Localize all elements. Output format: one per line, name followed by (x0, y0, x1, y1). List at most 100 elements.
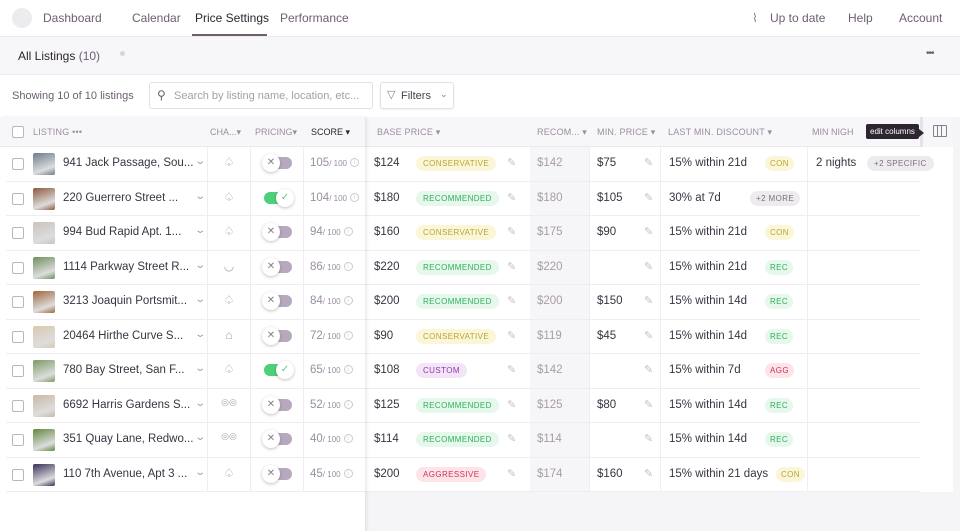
listing-name[interactable]: 110 7th Avenue, Apt 3 ... (63, 467, 188, 480)
pricing-toggle[interactable]: ✕ (262, 430, 292, 448)
strategy-badge[interactable]: RECOMMENDED (416, 190, 499, 206)
edit-pencil-icon[interactable]: ✎ (507, 191, 517, 204)
table-row[interactable]: 994 Bud Rapid Apt. 1... ⌄ ♤ ✕ 94/ 100 i (6, 216, 365, 251)
row-checkbox[interactable] (12, 330, 24, 343)
strategy-badge[interactable]: AGGRESSIVE (416, 466, 487, 482)
expand-chevron-icon[interactable]: ⌄ (194, 328, 207, 340)
edit-columns-button[interactable] (920, 117, 953, 147)
pricing-toggle[interactable]: ✓ (264, 188, 294, 207)
info-icon[interactable]: i (343, 330, 353, 340)
info-icon[interactable]: i (343, 296, 353, 306)
edit-pencil-icon[interactable]: ✎ (644, 191, 654, 204)
row-checkbox[interactable] (12, 192, 24, 205)
base-price[interactable]: $160 (374, 226, 400, 238)
strategy-badge[interactable]: RECOMMENDED (416, 432, 499, 447)
strategy-badge[interactable]: RECOMMENDED (416, 294, 499, 309)
edit-pencil-icon[interactable]: ✎ (644, 364, 654, 376)
strategy-badge[interactable]: CONSERVATIVE (416, 328, 497, 344)
base-price[interactable]: $220 (374, 260, 400, 273)
row-checkbox[interactable] (12, 434, 24, 446)
nav-price-settings[interactable]: Price Settings (195, 11, 270, 25)
min-nights[interactable]: 2 nights (816, 157, 857, 169)
edit-pencil-icon[interactable]: ✎ (507, 226, 517, 238)
edit-pencil-icon[interactable]: ✎ (644, 467, 654, 480)
base-price[interactable]: $180 (374, 191, 400, 204)
col-recommended[interactable]: RECOM... ▾ (537, 127, 588, 137)
listing-name[interactable]: 351 Quay Lane, Redwo... (63, 433, 194, 445)
base-price[interactable]: $200 (374, 295, 400, 307)
last-min-discount[interactable]: 15% within 21d (669, 226, 747, 238)
help-link[interactable]: Help (848, 11, 873, 25)
edit-pencil-icon[interactable]: ✎ (644, 157, 654, 169)
pricing-toggle[interactable]: ✕ (262, 223, 292, 241)
min-price[interactable]: $75 (597, 157, 617, 169)
pricing-toggle[interactable]: ✕ (262, 395, 292, 414)
edit-pencil-icon[interactable]: ✎ (644, 398, 654, 411)
expand-chevron-icon[interactable]: ⌄ (194, 190, 207, 202)
last-min-discount[interactable]: 15% within 14d (669, 329, 747, 342)
account-link[interactable]: Account (899, 11, 943, 25)
col-min-nights[interactable]: MIN NIGH (812, 127, 854, 137)
min-price[interactable]: $80 (597, 398, 617, 411)
row-checkbox[interactable] (12, 158, 24, 170)
edit-pencil-icon[interactable]: ✎ (507, 364, 517, 376)
info-icon[interactable]: i (349, 192, 359, 202)
listing-name[interactable]: 20464 Hirthe Curve S... (63, 329, 184, 342)
expand-chevron-icon[interactable]: ⌄ (194, 363, 207, 374)
search-input[interactable]: ⚲ Search by listing name, location, etc.… (149, 82, 373, 109)
discount-badge[interactable]: REC (765, 294, 794, 309)
col-last-min-discount[interactable]: LAST MIN. DISCOUNT ▾ (668, 127, 773, 137)
edit-pencil-icon[interactable]: ✎ (644, 329, 654, 342)
row-checkbox[interactable] (12, 468, 24, 481)
row-checkbox[interactable] (12, 227, 24, 239)
expand-chevron-icon[interactable]: ⌄ (194, 259, 207, 271)
row-checkbox[interactable] (12, 365, 24, 377)
min-price[interactable]: $160 (597, 467, 623, 480)
pricing-toggle[interactable]: ✕ (262, 464, 292, 483)
info-icon[interactable]: i (343, 399, 353, 409)
table-row[interactable]: 110 7th Avenue, Apt 3 ... ⌄ ♤ ✕ 45/ 100 i (6, 457, 365, 492)
last-min-discount[interactable]: 15% within 21d (669, 157, 747, 169)
last-min-discount[interactable]: 15% within 21d (669, 260, 747, 273)
table-row[interactable]: 6692 Harris Gardens S... ⌄ ◎◎ ✕ 52/ 100 i (6, 388, 365, 423)
min-price[interactable]: $105 (597, 191, 623, 204)
last-min-discount[interactable]: 15% within 14d (669, 398, 747, 411)
info-icon[interactable]: i (343, 227, 353, 237)
min-price[interactable]: $90 (597, 226, 617, 238)
edit-pencil-icon[interactable]: ✎ (507, 467, 517, 480)
pricing-toggle[interactable]: ✕ (262, 257, 292, 276)
table-row[interactable]: 20464 Hirthe Curve S... ⌄ ⌂ ✕ 72/ 100 i (6, 319, 365, 354)
group-title[interactable]: All Listings (10) (18, 49, 100, 63)
last-min-discount[interactable]: 15% within 21 days (669, 467, 769, 480)
base-price[interactable]: $114 (374, 433, 399, 445)
table-row[interactable]: 941 Jack Passage, Sou... ⌄ ♤ ✕ 105/ 100 i (6, 147, 365, 182)
discount-badge[interactable]: AGG (765, 363, 794, 378)
strategy-badge[interactable]: RECOMMENDED (416, 259, 499, 275)
pricing-toggle[interactable]: ✕ (262, 326, 292, 345)
edit-pencil-icon[interactable]: ✎ (644, 226, 654, 238)
discount-badge[interactable]: CON (765, 156, 794, 171)
row-checkbox[interactable] (12, 296, 24, 308)
edit-pencil-icon[interactable]: ✎ (644, 295, 654, 307)
pricing-toggle[interactable]: ✕ (262, 154, 292, 172)
listing-name[interactable]: 780 Bay Street, San F... (63, 364, 185, 376)
min-price[interactable]: $45 (597, 329, 617, 342)
expand-chevron-icon[interactable]: ⌄ (194, 397, 207, 409)
info-icon[interactable]: i (343, 365, 353, 375)
base-price[interactable]: $124 (374, 157, 400, 169)
col-channel[interactable]: CHA...▾ (210, 127, 242, 137)
listing-name[interactable]: 220 Guerrero Street ... (63, 191, 179, 204)
strategy-badge[interactable]: CONSERVATIVE (416, 156, 497, 171)
info-icon[interactable]: i (343, 434, 353, 444)
nav-performance[interactable]: Performance (280, 11, 349, 25)
last-min-discount[interactable]: 15% within 14d (669, 433, 747, 445)
min-nights-badge[interactable]: +2 SPECIFIC (867, 156, 934, 171)
pricing-toggle[interactable]: ✕ (262, 292, 292, 310)
min-price[interactable]: $150 (597, 295, 623, 307)
listing-name[interactable]: 941 Jack Passage, Sou... (63, 157, 194, 169)
listing-name[interactable]: 1114 Parkway Street R... (63, 260, 190, 273)
strategy-badge[interactable]: RECOMMENDED (416, 397, 499, 413)
info-icon[interactable]: i (343, 261, 353, 271)
expand-chevron-icon[interactable]: ⌄ (194, 294, 207, 305)
expand-chevron-icon[interactable]: ⌄ (194, 156, 207, 167)
